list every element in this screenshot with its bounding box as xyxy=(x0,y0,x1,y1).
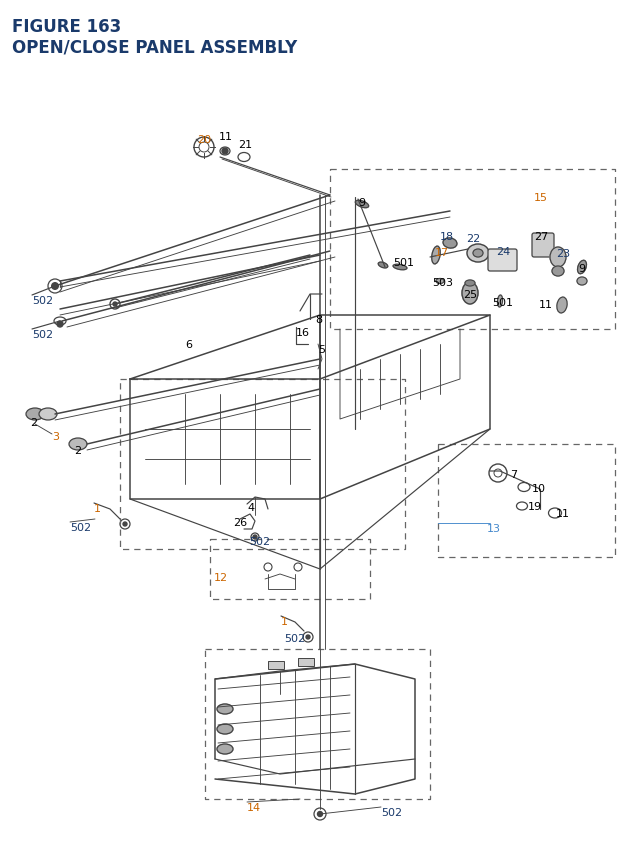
Text: 2: 2 xyxy=(74,445,81,455)
Text: FIGURE 163: FIGURE 163 xyxy=(12,18,121,36)
Text: 9: 9 xyxy=(578,263,585,274)
Text: 6: 6 xyxy=(185,339,192,350)
Text: 25: 25 xyxy=(463,289,477,300)
Circle shape xyxy=(253,536,257,539)
Ellipse shape xyxy=(393,265,407,270)
Ellipse shape xyxy=(432,247,440,264)
Text: 12: 12 xyxy=(214,573,228,582)
FancyBboxPatch shape xyxy=(532,233,554,257)
Text: 20: 20 xyxy=(197,135,211,145)
Text: 19: 19 xyxy=(528,501,542,511)
Text: 502: 502 xyxy=(32,295,53,306)
Text: 26: 26 xyxy=(233,517,247,528)
Text: 502: 502 xyxy=(284,633,305,643)
Bar xyxy=(298,659,314,666)
Text: 3: 3 xyxy=(52,431,59,442)
Ellipse shape xyxy=(217,744,233,754)
Text: 9: 9 xyxy=(358,198,365,208)
Circle shape xyxy=(57,322,63,328)
Text: 11: 11 xyxy=(219,132,233,142)
Bar xyxy=(268,661,284,669)
Text: 7: 7 xyxy=(510,469,517,480)
Circle shape xyxy=(113,303,117,307)
Text: 10: 10 xyxy=(532,483,546,493)
Ellipse shape xyxy=(217,724,233,734)
Circle shape xyxy=(317,812,323,816)
Circle shape xyxy=(222,149,228,155)
Ellipse shape xyxy=(473,250,483,257)
Text: 501: 501 xyxy=(393,257,414,268)
Text: 13: 13 xyxy=(487,523,501,533)
Text: 8: 8 xyxy=(315,314,322,325)
Ellipse shape xyxy=(436,279,444,284)
Text: 21: 21 xyxy=(238,139,252,150)
Ellipse shape xyxy=(577,261,586,275)
Ellipse shape xyxy=(465,281,475,287)
Circle shape xyxy=(51,282,59,291)
Ellipse shape xyxy=(557,298,567,313)
Bar xyxy=(268,661,284,669)
Ellipse shape xyxy=(552,267,564,276)
Text: 502: 502 xyxy=(381,807,402,817)
Ellipse shape xyxy=(550,248,566,268)
Text: 16: 16 xyxy=(296,328,310,338)
Text: 501: 501 xyxy=(492,298,513,307)
Text: 27: 27 xyxy=(534,232,548,242)
Ellipse shape xyxy=(462,282,478,305)
Text: 18: 18 xyxy=(440,232,454,242)
FancyBboxPatch shape xyxy=(488,250,517,272)
Text: OPEN/CLOSE PANEL ASSEMBLY: OPEN/CLOSE PANEL ASSEMBLY xyxy=(12,38,297,56)
Text: 14: 14 xyxy=(247,802,261,812)
Text: 11: 11 xyxy=(556,508,570,518)
Text: 15: 15 xyxy=(534,193,548,202)
Circle shape xyxy=(123,523,127,526)
Ellipse shape xyxy=(443,238,457,249)
Ellipse shape xyxy=(577,278,587,286)
Text: 22: 22 xyxy=(466,233,480,244)
Ellipse shape xyxy=(69,438,87,450)
Text: 502: 502 xyxy=(32,330,53,339)
Text: 503: 503 xyxy=(432,278,453,288)
Ellipse shape xyxy=(39,408,57,420)
Text: 2: 2 xyxy=(30,418,37,428)
Text: 23: 23 xyxy=(556,249,570,258)
Ellipse shape xyxy=(378,263,388,269)
Text: 4: 4 xyxy=(247,503,254,512)
Circle shape xyxy=(306,635,310,639)
Bar xyxy=(298,659,314,666)
Ellipse shape xyxy=(355,201,369,208)
Text: 502: 502 xyxy=(249,536,270,547)
Text: 17: 17 xyxy=(435,248,449,257)
Ellipse shape xyxy=(217,704,233,714)
Text: 5: 5 xyxy=(318,344,325,355)
Text: 24: 24 xyxy=(496,247,510,257)
Ellipse shape xyxy=(497,295,502,307)
Ellipse shape xyxy=(467,245,489,263)
Text: 502: 502 xyxy=(70,523,91,532)
Text: 1: 1 xyxy=(281,616,288,626)
Ellipse shape xyxy=(26,408,44,420)
Text: 11: 11 xyxy=(539,300,553,310)
Text: 1: 1 xyxy=(94,504,101,513)
